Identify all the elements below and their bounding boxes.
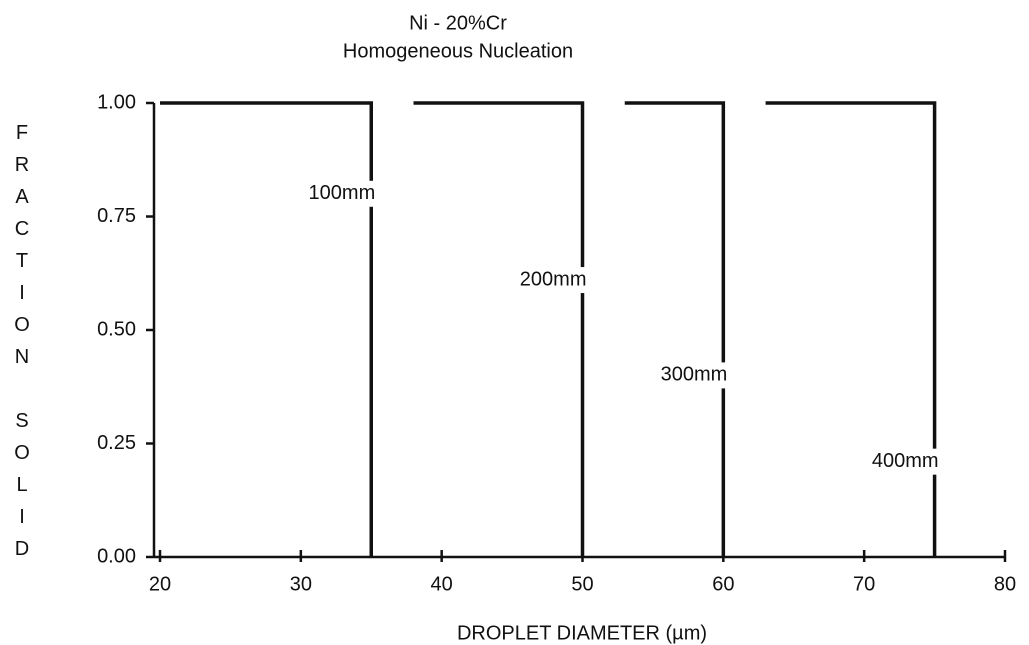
- x-tick-label: 80: [994, 573, 1016, 595]
- y-tick-label: 0.75: [97, 205, 136, 227]
- x-tick-label: 20: [149, 573, 171, 595]
- label-background: [647, 362, 732, 389]
- y-axis-label: FRACTION SOLID: [11, 122, 33, 570]
- y-tick-label: 0.50: [97, 318, 136, 340]
- y-tick-label: 0.00: [97, 545, 136, 567]
- x-tick-label: 50: [571, 573, 593, 595]
- y-tick-label: 1.00: [97, 91, 136, 113]
- curve: [624, 101, 726, 557]
- chart-title: Ni - 20%Cr: [409, 12, 507, 34]
- series-label: 400mm: [872, 450, 939, 472]
- curve: [160, 101, 373, 557]
- series-label: 200mm: [520, 268, 587, 290]
- label-background: [506, 267, 591, 294]
- series-label: 100mm: [309, 182, 376, 204]
- x-tick-label: 30: [290, 573, 312, 595]
- x-axis-label: DROPLET DIAMETER (µm): [457, 622, 707, 644]
- series-label: 300mm: [661, 364, 728, 386]
- chart-subtitle: Homogeneous Nucleation: [343, 40, 573, 62]
- x-tick-label: 70: [853, 573, 875, 595]
- label-background: [858, 448, 943, 475]
- x-tick-label: 40: [431, 573, 453, 595]
- curve: [413, 101, 585, 557]
- y-tick-label: 0.25: [97, 432, 136, 454]
- label-background: [295, 180, 380, 207]
- curve: [765, 101, 937, 557]
- x-tick-label: 60: [712, 573, 734, 595]
